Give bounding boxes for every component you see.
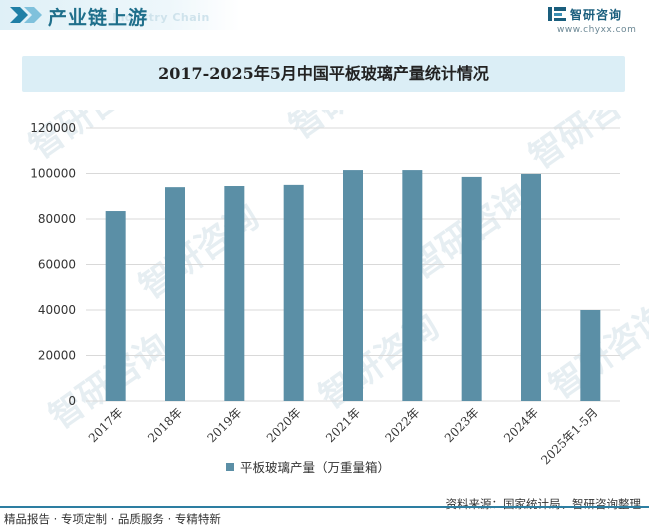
- legend-label: 平板玻璃产量（万重量箱）: [240, 460, 390, 475]
- bar: [165, 187, 185, 401]
- chart-title-band: 2017-2025年5月中国平板玻璃产量统计情况: [22, 56, 625, 92]
- bar: [343, 170, 363, 401]
- legend: 平板玻璃产量（万重量箱）: [226, 460, 390, 475]
- bar: [105, 211, 126, 401]
- y-tick-label: 80000: [38, 212, 76, 226]
- brand: 智研咨询 www.chyxx.com: [547, 6, 639, 36]
- x-tick-label: 2018年: [145, 405, 185, 445]
- header: Industry Chain 产业链上游 智研咨询 www.chyxx.com: [0, 0, 649, 40]
- bar-chart: 智研咨询智研咨询智研咨询智研咨询智研咨询智研咨询智研咨询智研咨询 0200004…: [22, 110, 649, 475]
- x-tick-label: 2023年: [442, 405, 482, 445]
- y-tick-label: 40000: [38, 303, 76, 317]
- y-tick-label: 20000: [38, 349, 76, 363]
- brand-name: 智研咨询: [570, 8, 623, 22]
- y-tick-label: 60000: [38, 258, 76, 272]
- x-tick-label: 2022年: [382, 405, 422, 445]
- header-title: 产业链上游: [48, 7, 149, 29]
- x-tick-label: 2019年: [204, 405, 244, 445]
- x-axis-ticks: 2017年 2018年 2019年 2020年 2021年 2022年 2023年 2024年…: [86, 405, 601, 467]
- double-chevron-icon: [10, 7, 42, 23]
- x-tick-label: 2020年: [264, 405, 304, 445]
- y-tick-label: 120000: [30, 121, 76, 135]
- legend-swatch: [226, 463, 234, 471]
- bars: [105, 170, 601, 401]
- watermark-text: 智研咨询: [282, 110, 416, 147]
- footer-divider: [0, 506, 649, 508]
- bar: [224, 186, 245, 401]
- watermark-text: 智研咨询: [132, 197, 266, 308]
- y-tick-label: 100000: [30, 167, 76, 181]
- y-tick-label: 0: [68, 394, 76, 408]
- bar: [521, 173, 541, 401]
- footer-slogan: 精品报告 · 专项定制 · 品质服务 · 专精特新: [4, 512, 221, 526]
- watermark-text: 智研咨询: [522, 110, 649, 177]
- bar: [580, 310, 601, 401]
- bar: [461, 176, 482, 401]
- bar: [402, 170, 423, 401]
- y-axis-ticks: 0 20000 40000 60000 80000 100000 120000: [30, 121, 76, 408]
- bar: [283, 184, 304, 401]
- brand-url: www.chyxx.com: [557, 25, 637, 35]
- header-subtitle: Industry Chain: [112, 11, 210, 24]
- chart-title: 2017-2025年5月中国平板玻璃产量统计情况: [158, 64, 489, 83]
- watermark-text: 智研咨询: [22, 110, 156, 167]
- x-tick-label: 2024年: [501, 405, 541, 445]
- x-tick-label: 2025年1-5月: [538, 405, 600, 467]
- source-note: 资料来源：国家统计局、智研咨询整理: [445, 497, 642, 511]
- brand-logo-icon: [548, 7, 566, 21]
